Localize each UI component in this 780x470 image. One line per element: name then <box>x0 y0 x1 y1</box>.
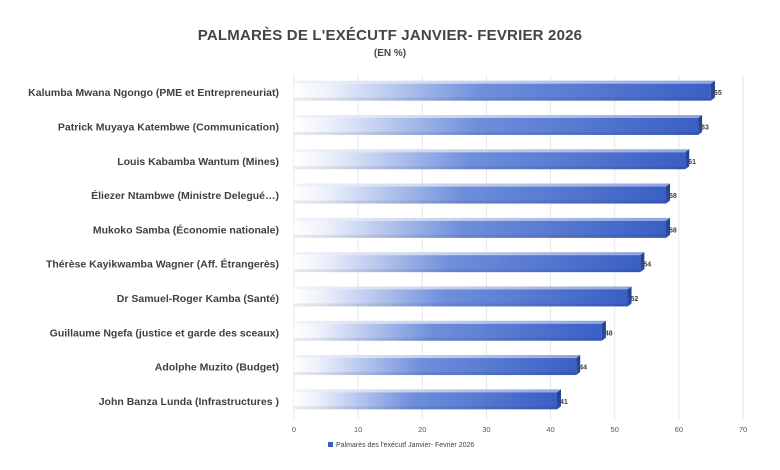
data-label: 44 <box>579 365 587 372</box>
bar-end-cap <box>698 114 703 135</box>
x-tick-label: 20 <box>418 425 426 434</box>
bar-end-cap <box>556 389 561 410</box>
chart-subtitle: (EN %) <box>373 48 407 59</box>
bar-end-cap <box>640 252 645 273</box>
bar-group: 65 Kalumba Mwana Ngongo (PME et Entrepren… <box>28 80 722 101</box>
bar <box>294 358 577 376</box>
x-tick-label: 30 <box>482 425 490 434</box>
data-label: 61 <box>688 159 696 166</box>
bar <box>294 186 667 204</box>
bar-shade <box>294 303 628 307</box>
category-label: Dr Samuel-Roger Kamba (Santé) <box>117 293 279 305</box>
bar-top-face <box>294 183 671 187</box>
data-label: 54 <box>643 262 651 269</box>
bar-group: 52 Dr Samuel-Roger Kamba (Santé) <box>117 286 639 307</box>
x-tick-label: 50 <box>611 425 619 434</box>
category-label: Thérèse Kayikwamba Wagner (Aff. Étranger… <box>46 258 279 271</box>
bar-shade <box>294 234 667 238</box>
data-label: 63 <box>701 124 709 131</box>
category-label: Adolphe Muzito (Budget) <box>155 362 279 374</box>
category-label: Louis Kabamba Wantum (Mines) <box>117 156 279 168</box>
bar <box>294 83 711 101</box>
bar <box>294 220 667 238</box>
bar-top-face <box>294 355 581 359</box>
data-label: 65 <box>714 90 722 97</box>
x-tick-label: 70 <box>739 425 747 434</box>
bar-end-cap <box>601 320 606 341</box>
bar-top-face <box>294 80 715 84</box>
bar-top-face <box>294 320 606 324</box>
bar-top-face <box>294 114 703 118</box>
bar-top-face <box>294 217 671 221</box>
bar-group: 58 Éliezer Ntambwe (Ministre Delegué…) <box>91 183 677 204</box>
bar-end-cap <box>685 149 690 170</box>
x-tick-label: 10 <box>354 425 362 434</box>
bar-shade <box>294 406 557 410</box>
category-label: Patrick Muyaya Katembwe (Communication) <box>58 121 279 133</box>
bar <box>294 152 686 170</box>
bar-shade <box>294 166 686 170</box>
chart-title: PALMARÈS DE L'EXÉCUTF JANVIER- FEVRIER 2… <box>197 27 583 44</box>
bar <box>294 323 602 341</box>
bar-top-face <box>294 149 690 153</box>
bar-shade <box>294 337 602 341</box>
bar-shade <box>294 97 711 101</box>
bar-group: 58 Mukoko Samba (Économie nationale) <box>93 217 677 238</box>
bar <box>294 392 557 410</box>
bar-shade <box>294 372 577 376</box>
x-tick-label: 60 <box>675 425 683 434</box>
category-label: Guillaume Ngefa (justice et garde des sc… <box>50 327 279 339</box>
legend-label: Palmarès des l'exécutf Janvier- Fevrier … <box>336 442 474 449</box>
bar-group: 63 Patrick Muyaya Katembwe (Communication… <box>58 114 709 135</box>
category-label: John Banza Lunda (Infrastructures ) <box>99 396 279 408</box>
bar-top-face <box>294 252 645 256</box>
bar-shade <box>294 200 667 204</box>
x-tick-label: 40 <box>546 425 554 434</box>
data-label: 58 <box>669 227 677 234</box>
bar-group: 41 John Banza Lunda (Infrastructures ) <box>99 389 568 410</box>
bar-top-face <box>294 389 561 393</box>
legend-swatch <box>328 442 333 447</box>
bar-shade <box>294 131 699 135</box>
data-label: 58 <box>669 193 677 200</box>
bar-shade <box>294 269 641 273</box>
data-label: 48 <box>605 330 613 337</box>
bar-group: 61 Louis Kabamba Wantum (Mines) <box>117 149 696 170</box>
bar-group: 48 Guillaume Ngefa (justice et garde des … <box>50 320 613 341</box>
bar <box>294 289 628 307</box>
bar <box>294 255 641 273</box>
category-label: Mukoko Samba (Économie nationale) <box>93 223 279 236</box>
bar <box>294 117 699 135</box>
bar-end-cap <box>666 183 671 204</box>
bar-end-cap <box>576 355 581 376</box>
category-label: Kalumba Mwana Ngongo (PME et Entrepreneu… <box>28 87 279 99</box>
data-label: 52 <box>631 296 639 303</box>
bar-group: 44 Adolphe Muzito (Budget) <box>155 355 587 376</box>
bar-end-cap <box>666 217 671 238</box>
x-tick-label: 0 <box>292 425 296 434</box>
data-label: 41 <box>560 399 568 406</box>
bar-top-face <box>294 286 632 290</box>
bar-end-cap <box>627 286 632 307</box>
category-label: Éliezer Ntambwe (Ministre Delegué…) <box>91 189 279 202</box>
bar-end-cap <box>710 80 715 101</box>
bar-group: 54 Thérèse Kayikwamba Wagner (Aff. Étrang… <box>46 252 651 273</box>
